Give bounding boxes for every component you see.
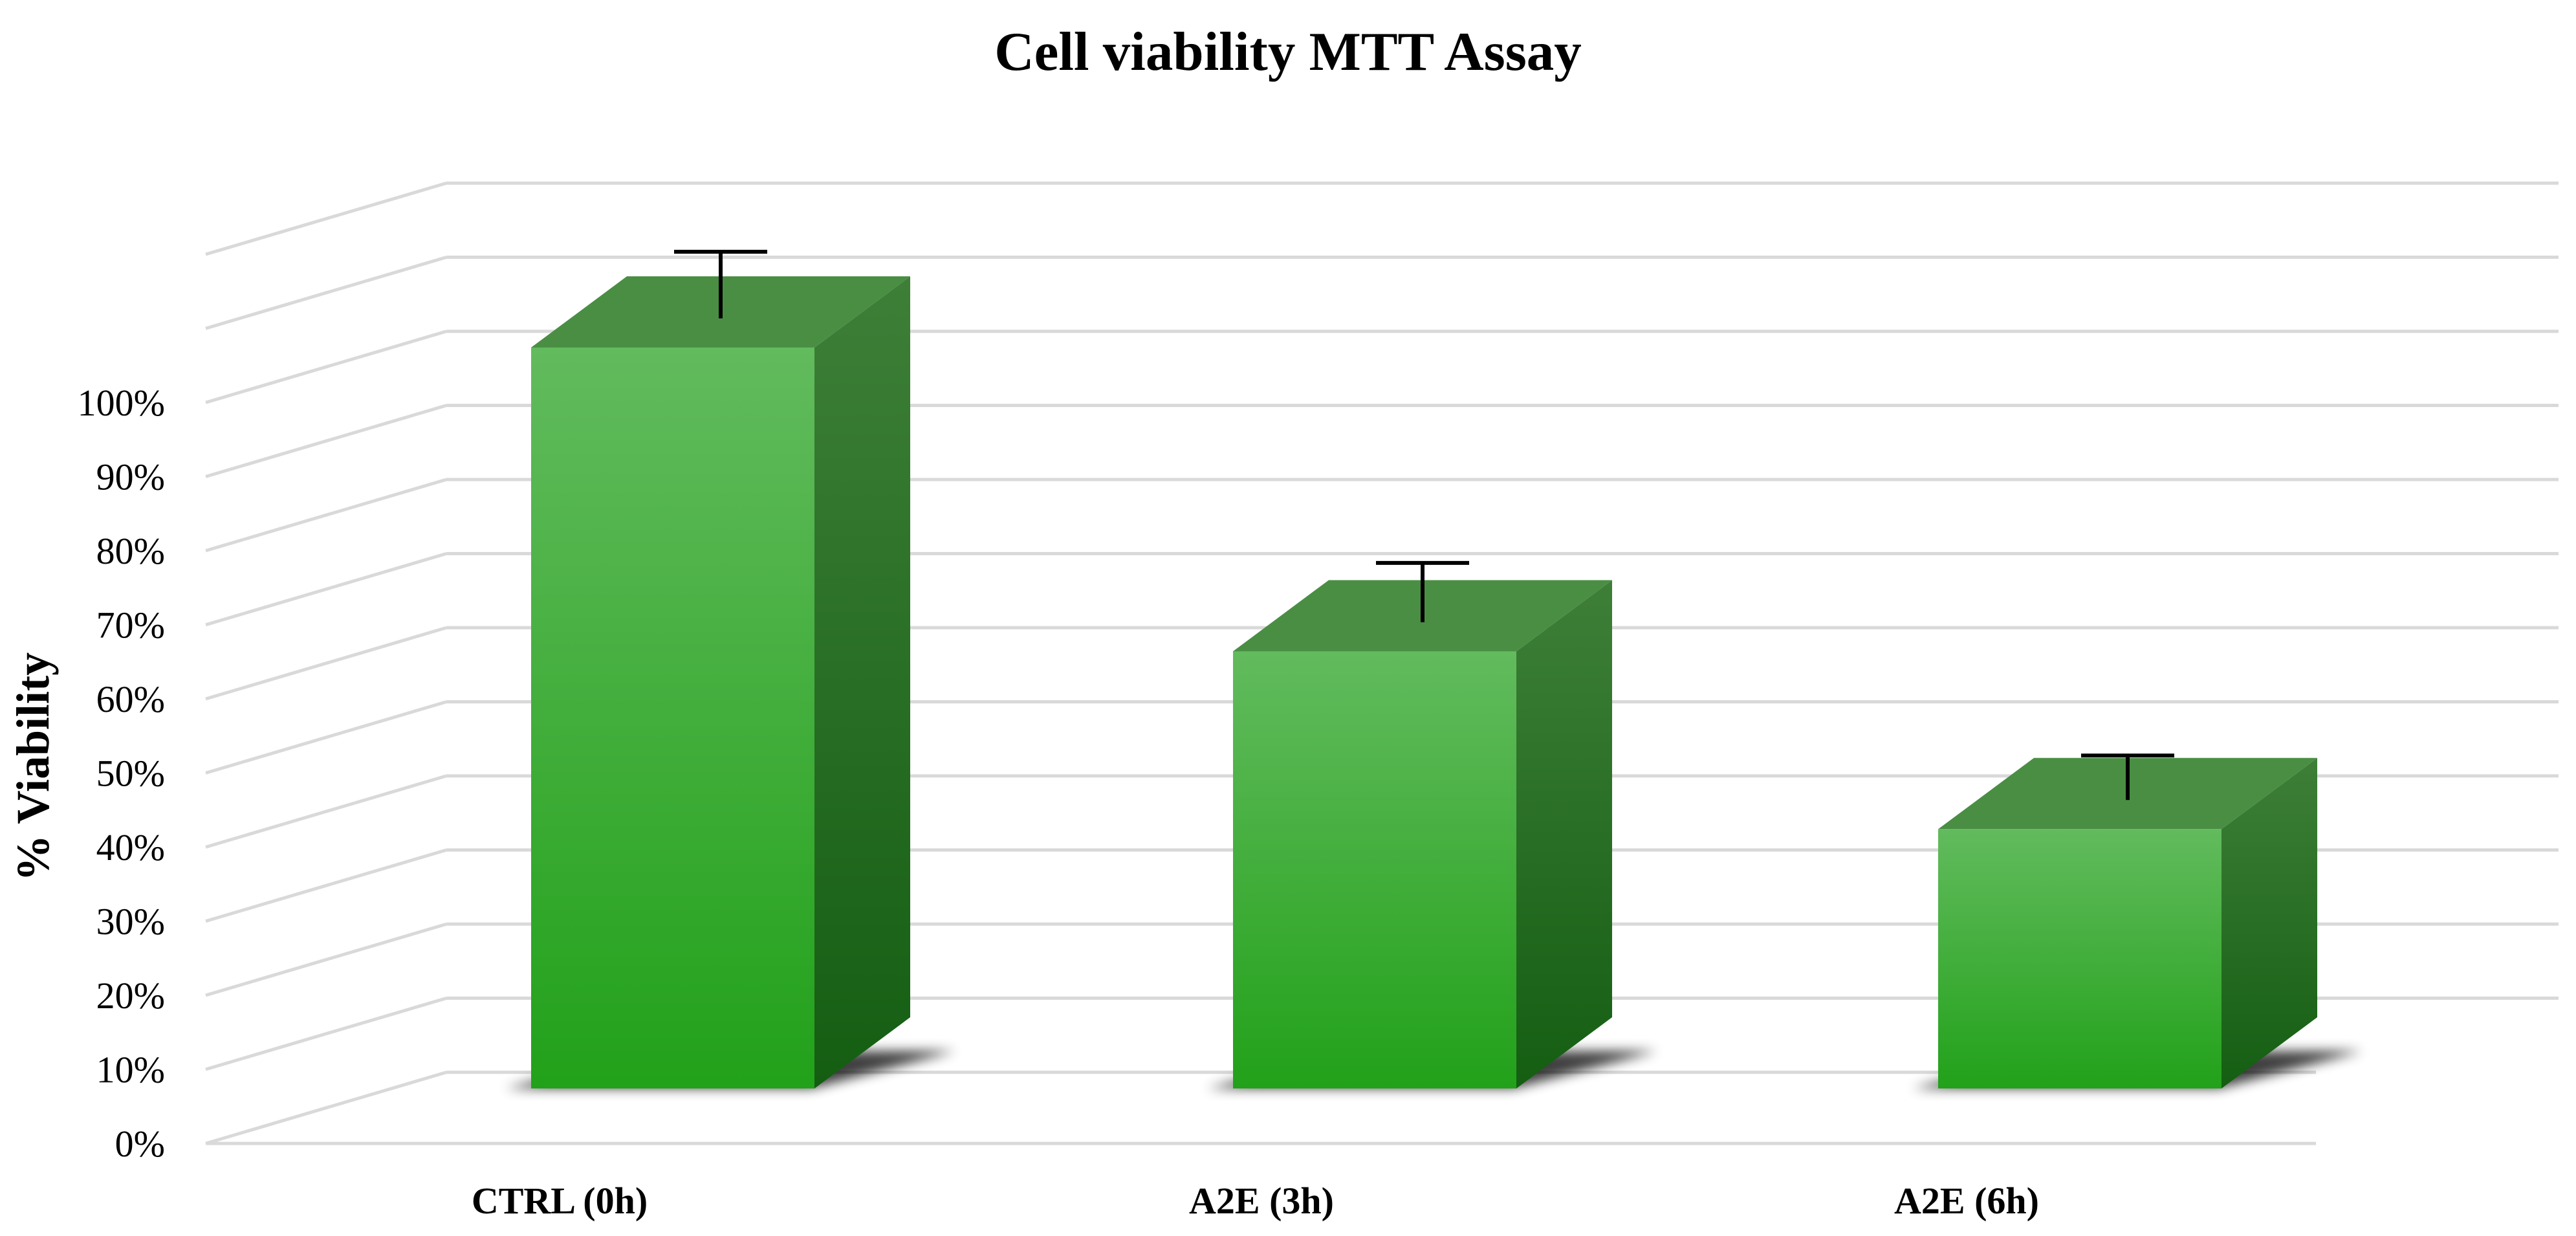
gridline-side — [205, 181, 447, 256]
x-category-label: A2E (3h) — [1189, 1180, 1334, 1222]
y-tick-label: 0% — [115, 1123, 165, 1165]
y-tick-label: 50% — [96, 753, 165, 795]
y-tick-label: 70% — [96, 604, 165, 646]
gridline-side — [205, 329, 447, 404]
bar — [1207, 560, 1657, 1088]
y-tick-label: 100% — [78, 382, 165, 424]
y-axis-label: % Viability — [7, 652, 59, 881]
x-category-label: A2E (6h) — [1894, 1180, 2039, 1222]
x-category-label: CTRL (0h) — [472, 1180, 648, 1222]
y-tick-label: 20% — [96, 975, 165, 1017]
gridline-side — [205, 848, 447, 923]
y-tick-label: 90% — [96, 456, 165, 498]
bar-side — [1516, 580, 1612, 1088]
x-axis-categories: CTRL (0h) A2E (3h) A2E (6h) — [472, 1180, 2039, 1222]
gridline-side — [205, 774, 447, 849]
gridline-side — [205, 256, 447, 330]
y-tick-label: 10% — [96, 1049, 165, 1091]
gridline-side — [205, 626, 447, 701]
gridline-side — [205, 997, 447, 1071]
bar-front — [1233, 651, 1516, 1088]
y-tick-label: 60% — [96, 678, 165, 720]
gridline-side — [205, 552, 447, 626]
bars — [505, 249, 2363, 1088]
bar-front — [531, 348, 814, 1088]
gridline-side — [205, 922, 447, 997]
y-tick-label: 30% — [96, 901, 165, 943]
gridline-side — [205, 1070, 447, 1145]
gridline-side — [205, 700, 447, 775]
y-axis-ticks: 0% 10% 20% 30% 40% 50% 60% 70% 80% 90% 100% — [78, 382, 165, 1165]
y-tick-label: 80% — [96, 530, 165, 572]
bar-side — [2221, 758, 2317, 1088]
bar-front — [1938, 829, 2221, 1088]
bar-side — [814, 276, 910, 1088]
y-tick-label: 40% — [96, 826, 165, 868]
bar — [505, 249, 955, 1088]
gridline-side — [205, 404, 447, 478]
gridline-side — [205, 478, 447, 553]
bar — [1912, 753, 2363, 1088]
chart-title: Cell viability MTT Assay — [994, 21, 1582, 82]
